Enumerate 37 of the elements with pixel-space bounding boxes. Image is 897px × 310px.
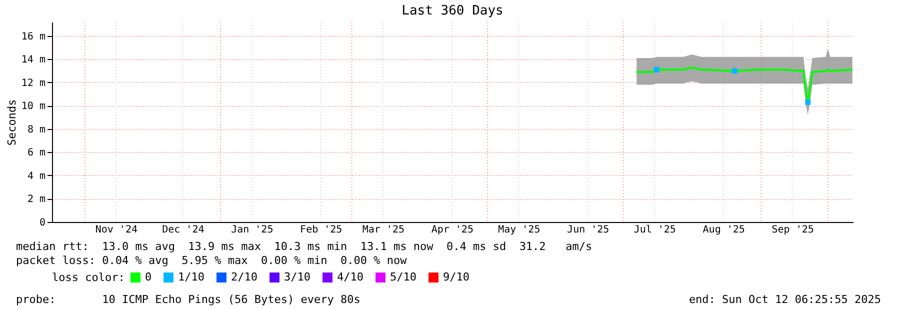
point (732, 68, 738, 74)
x-tick-label: Nov '24 (95, 224, 138, 236)
x-tick-label: Mar '25 (362, 224, 405, 236)
x-tick-label: Sep '25 (772, 224, 814, 236)
chart-title: Last 360 Days (402, 4, 504, 18)
legend-title: loss color: (52, 271, 125, 284)
x-tick-label: Apr '25 (431, 224, 474, 236)
legend-label: 1/10 (178, 270, 204, 284)
x-tick-label: Jul '25 (634, 224, 676, 236)
legend-label: 5/10 (390, 270, 416, 284)
y-tick-label: 8 m (27, 124, 46, 136)
y-tick-label: 0 (39, 218, 46, 228)
legend-label: 3/10 (284, 270, 310, 284)
point (654, 66, 660, 72)
y-tick-label: 10 m (21, 101, 46, 112)
x-tick-label: Dec '24 (162, 224, 204, 236)
legend-label: 2/10 (231, 270, 258, 284)
legend-label: 0 (145, 270, 152, 284)
text: median rtt: 13.0 ms avg 13.9 ms max 10.3 ms min 13.1 ms now 0.4 ms sd 31.2 am/s (16, 240, 592, 253)
text: probe: 10 ICMP Echo Pings (56 Bytes) every 80s (16, 293, 360, 306)
y-tick-label: 14 m (21, 54, 46, 66)
text: end: Sun Oct 12 06:25:55 2025 (688, 293, 881, 306)
x-tick-label: May '25 (498, 224, 540, 236)
x-tick-label: Aug '25 (702, 224, 745, 236)
legend-label: 4/10 (337, 270, 364, 284)
x-tick-label: Jan '25 (231, 224, 274, 236)
x-tick-label: Feb '25 (300, 224, 342, 236)
y-tick-label: 4 m (27, 170, 46, 182)
legend-label: 9/10 (443, 270, 470, 284)
y-tick-label: 16 m (21, 31, 46, 42)
y-tick-label: 6 m (27, 148, 46, 159)
point (805, 99, 811, 105)
x-tick-label: Jun '25 (567, 224, 610, 236)
y-tick-label: 2 m (27, 194, 46, 206)
y-tick-label: 12 m (21, 78, 46, 89)
text: packet loss: 0.04 % avg 5.95 % max 0.00 % min 0.00 % now (16, 254, 407, 267)
y-axis-title: Seconds (5, 99, 18, 146)
